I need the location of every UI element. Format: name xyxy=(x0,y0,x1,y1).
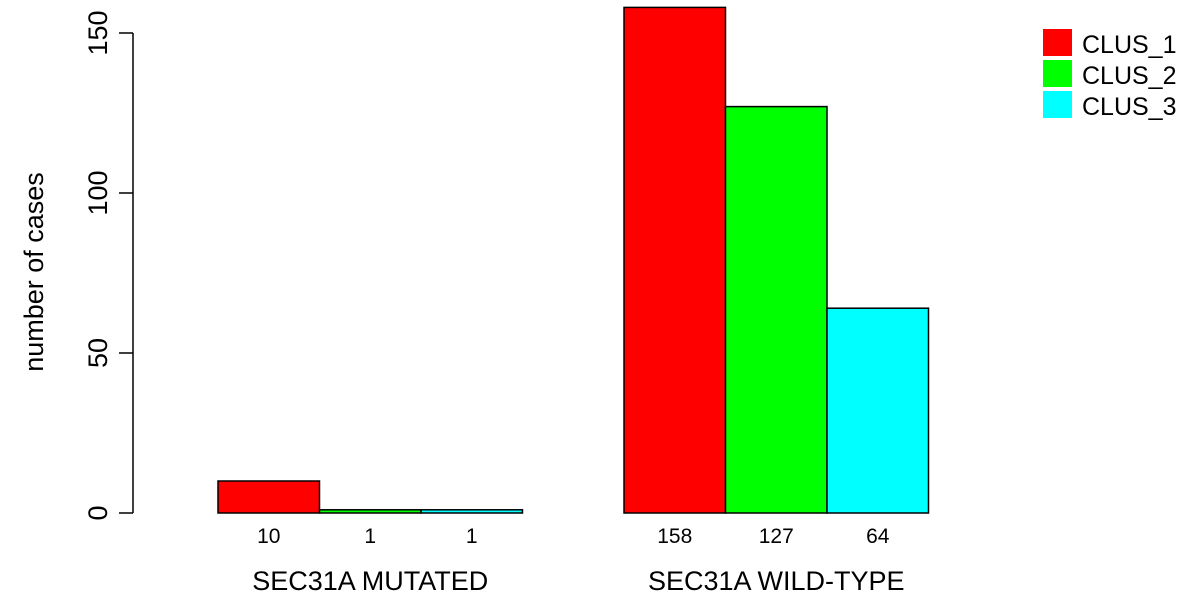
bar xyxy=(420,509,524,514)
bar xyxy=(826,307,930,514)
bar-value-label: 1 xyxy=(466,525,478,548)
bar xyxy=(318,509,422,514)
y-tick-label: 0 xyxy=(83,505,113,520)
bar-value-label: 1 xyxy=(364,525,376,548)
bar-value-label: 127 xyxy=(759,525,794,548)
legend-swatch xyxy=(1043,91,1072,118)
bar-value-label: 10 xyxy=(257,525,280,548)
y-axis-label: number of cases xyxy=(19,172,49,372)
legend-label: CLUS_3 xyxy=(1082,93,1177,121)
legend: CLUS_1 CLUS_2 CLUS_3 xyxy=(1043,29,1177,121)
group-label: SEC31A WILD-TYPE xyxy=(648,566,905,596)
bar-value-label: 158 xyxy=(657,525,692,548)
legend-swatch xyxy=(1043,29,1072,56)
legend-label: CLUS_1 xyxy=(1082,31,1177,59)
y-axis: 0 50 100 150 xyxy=(83,10,134,521)
bar xyxy=(724,105,828,514)
legend-swatch xyxy=(1043,60,1072,87)
legend-label: CLUS_2 xyxy=(1082,62,1177,90)
y-tick-label: 150 xyxy=(83,10,113,55)
bar xyxy=(623,6,727,514)
group-labels: SEC31A MUTATED SEC31A WILD-TYPE xyxy=(252,566,904,596)
bar xyxy=(217,480,321,514)
y-tick-label: 100 xyxy=(83,170,113,215)
group-label: SEC31A MUTATED xyxy=(252,566,488,596)
bar-value-labels: 10 1 1 158 127 64 xyxy=(257,525,890,548)
bar-value-label: 64 xyxy=(866,525,890,548)
bars xyxy=(217,6,930,514)
y-tick-label: 50 xyxy=(83,338,113,368)
